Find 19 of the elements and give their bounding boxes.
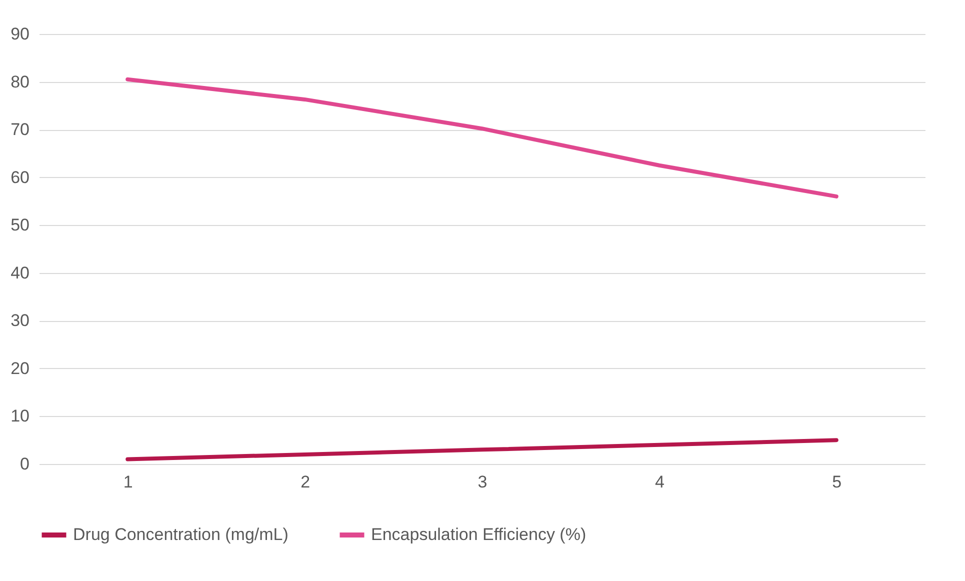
x-tick-label: 3 bbox=[478, 472, 488, 492]
y-tick-label: 40 bbox=[10, 263, 30, 282]
y-tick-label: 50 bbox=[10, 216, 30, 235]
y-tick-label: 10 bbox=[10, 406, 30, 426]
legend-label: Encapsulation Efficiency (%) bbox=[371, 525, 586, 544]
y-tick-label: 80 bbox=[10, 72, 30, 92]
y-tick-label: 20 bbox=[10, 358, 30, 378]
line-series bbox=[126, 77, 838, 198]
x-tick-label: 4 bbox=[654, 472, 664, 492]
y-tick-label: 0 bbox=[20, 454, 30, 474]
legend-label: Drug Concentration (mg/mL) bbox=[73, 525, 288, 544]
y-tick-label: 30 bbox=[10, 311, 30, 330]
y-tick-label: 60 bbox=[10, 168, 30, 187]
x-tick-label: 1 bbox=[123, 472, 133, 492]
x-tick-label: 5 bbox=[832, 472, 842, 492]
y-tick-label: 90 bbox=[10, 24, 30, 44]
x-tick-label: 2 bbox=[300, 472, 310, 492]
line-series bbox=[126, 438, 838, 462]
y-tick-label: 70 bbox=[10, 120, 30, 140]
